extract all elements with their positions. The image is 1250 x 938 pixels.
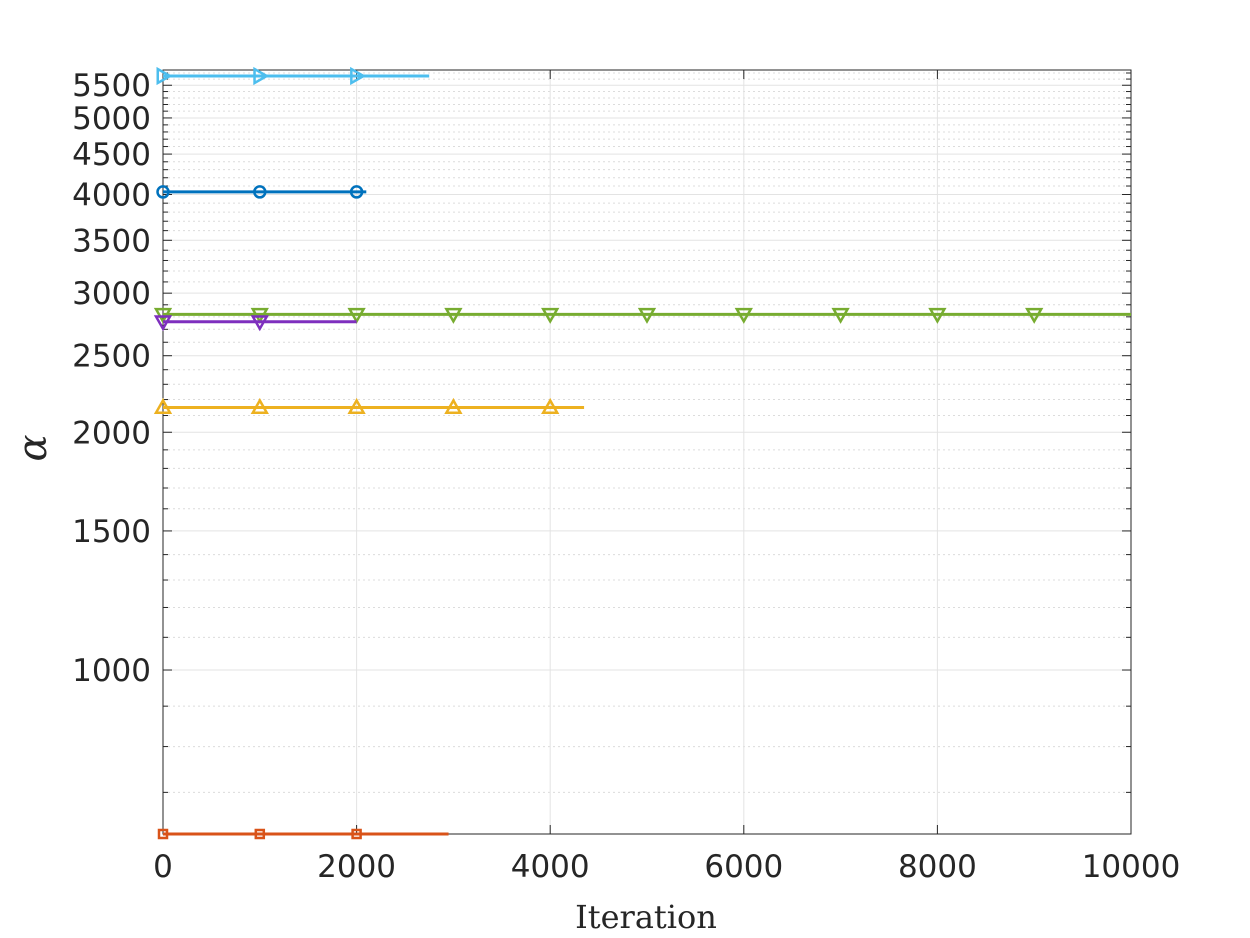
triangle-down-marker bbox=[928, 307, 947, 324]
triangle-up-marker bbox=[541, 397, 560, 414]
triangle-up-marker bbox=[153, 397, 173, 414]
x-tick-label: 0 bbox=[153, 849, 173, 885]
triangle-down-marker bbox=[347, 307, 366, 324]
x-tick-label: 6000 bbox=[704, 849, 783, 885]
y-tick-label: 3500 bbox=[72, 223, 151, 259]
x-tick-label: 4000 bbox=[511, 849, 590, 885]
triangle-down-marker bbox=[444, 307, 463, 324]
series-lines bbox=[153, 66, 1131, 840]
square-marker bbox=[157, 828, 169, 840]
x-tick-label: 8000 bbox=[898, 849, 977, 885]
triangle-up-marker bbox=[347, 397, 366, 414]
circle-marker bbox=[156, 185, 170, 199]
series-2 bbox=[156, 185, 367, 199]
triangle-down-marker bbox=[1025, 307, 1044, 324]
y-tick-label: 5000 bbox=[72, 101, 151, 137]
y-tick-label: 1500 bbox=[72, 514, 151, 550]
triangle-right-marker bbox=[156, 66, 173, 86]
series-1 bbox=[156, 66, 430, 86]
triangle-down-marker bbox=[250, 307, 269, 324]
triangle-right-marker bbox=[350, 66, 367, 86]
x-tick-label: 2000 bbox=[317, 849, 396, 885]
triangle-down-marker bbox=[153, 307, 173, 324]
axis-ticks bbox=[162, 70, 1132, 834]
series-4 bbox=[153, 315, 357, 332]
y-axis-label: α bbox=[10, 434, 56, 461]
triangle-down-marker bbox=[831, 307, 850, 324]
triangle-down-marker bbox=[541, 307, 560, 324]
y-tick-label: 4500 bbox=[72, 137, 151, 173]
triangle-right-marker bbox=[253, 66, 270, 86]
y-tick-label: 2000 bbox=[72, 415, 151, 451]
y-tick-label: 5500 bbox=[72, 68, 151, 104]
square-marker bbox=[254, 828, 266, 840]
triangle-up-marker bbox=[250, 397, 269, 414]
triangle-down-marker bbox=[734, 307, 753, 324]
x-tick-labels: 0 2000 4000 6000 8000 10000 bbox=[153, 849, 1180, 885]
x-tick-label: 10000 bbox=[1082, 849, 1181, 885]
triangle-down-marker bbox=[153, 315, 173, 332]
x-axis-label: Iteration bbox=[575, 898, 717, 936]
y-tick-label: 1000 bbox=[72, 653, 151, 689]
plot-area-frame bbox=[162, 69, 1132, 835]
y-tick-label: 3000 bbox=[72, 276, 151, 312]
square-marker bbox=[351, 828, 362, 840]
grid bbox=[162, 70, 1132, 834]
circle-marker bbox=[253, 185, 267, 199]
triangle-down-marker bbox=[250, 315, 269, 332]
series-6 bbox=[157, 828, 449, 840]
triangle-up-marker bbox=[444, 397, 463, 414]
series-3 bbox=[153, 307, 1131, 324]
y-tick-label: 4000 bbox=[72, 177, 151, 213]
y-tick-label: 2500 bbox=[72, 339, 151, 375]
series-5 bbox=[153, 397, 585, 414]
triangle-down-marker bbox=[637, 307, 657, 324]
circle-marker bbox=[349, 185, 364, 199]
